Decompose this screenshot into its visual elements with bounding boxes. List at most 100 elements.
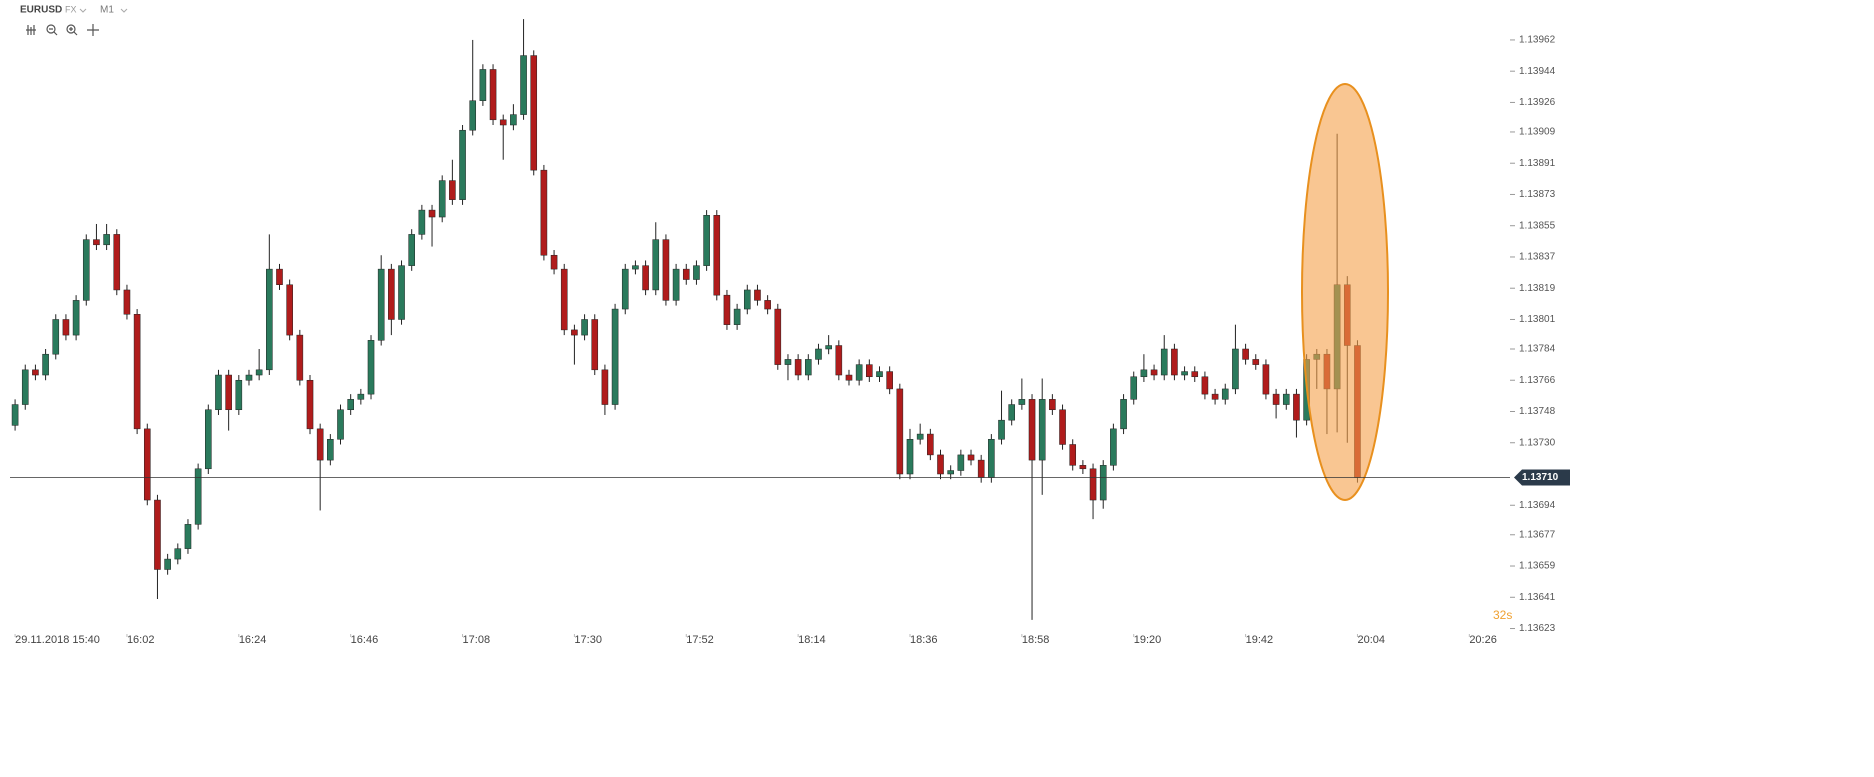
candle-body [388,268,395,320]
y-tick-label: 1.13659 [1519,561,1556,572]
candle-body [306,379,314,430]
x-tick-label: 19:20 [1134,634,1162,646]
candle-body [266,268,273,371]
candle-body [52,319,60,355]
candle-body [143,428,151,501]
candle-body [1099,465,1107,501]
candle-body [1160,348,1168,376]
candle-body [42,353,49,376]
candle-body [855,364,863,381]
indicators-icon[interactable] [26,25,36,35]
plot-area [11,19,1361,620]
candle-body [1181,371,1188,376]
candle-body [805,359,812,376]
dropdown-caret[interactable] [79,8,87,13]
candle-body [713,215,721,296]
candle-body [1221,388,1229,400]
candle-body [479,69,487,101]
y-tick-label: 1.13694 [1519,500,1556,511]
candle-body [642,265,649,291]
candle-body [499,119,507,126]
candle-body [693,265,700,280]
candle-body [418,209,426,235]
candle-body [154,499,161,570]
candle-body [794,359,802,376]
candle-body [1272,393,1280,405]
y-tick-label: 1.13730 [1519,437,1556,448]
candle-body [32,369,39,376]
x-tick-label: 17:52 [686,634,714,646]
y-tick-label: 1.13944 [1519,66,1556,77]
candle-body [866,364,873,378]
candle-body [276,268,283,285]
x-tick-label: 18:36 [910,634,938,646]
candle-body [93,239,100,246]
candle-body [1242,348,1249,360]
candle-body [581,319,588,336]
chart: EURUSD FX M1 32s 1.13962 1.13944 1.13926 1.… [10,4,1570,646]
candle-body [184,524,192,549]
candle-body [1252,359,1260,365]
candle-body [825,345,832,350]
timeframe[interactable]: M1 [100,5,114,16]
candle-body [1038,399,1046,461]
candle-body [1211,393,1219,400]
candle-body [601,369,609,405]
candle-body [764,300,771,310]
candle-body [357,393,365,400]
dropdown-caret[interactable] [120,8,128,13]
candle-body [845,374,853,381]
candle-body [1262,364,1270,395]
candle-body [62,319,70,336]
candle-body [988,439,995,478]
candle-body [530,55,538,171]
countdown: 32s [1493,608,1512,622]
candle-body [815,348,822,360]
candle-body [11,404,19,426]
current-price-tag [1514,469,1570,486]
y-tick-label: 1.13641 [1519,592,1556,603]
crosshair-icon[interactable] [87,24,99,36]
candle-body [1191,371,1199,378]
candle-body [835,345,843,376]
candle-body [1293,393,1300,421]
candle-body [1110,428,1117,466]
candle-body [428,209,436,218]
market[interactable]: FX [65,4,77,14]
candle-body [398,265,405,320]
candle-body [133,314,141,430]
candle-body [1059,409,1066,445]
candle-body [876,371,883,378]
candle-body [1140,369,1148,378]
y-tick-label: 1.13748 [1519,406,1556,417]
y-tick-label: 1.13784 [1519,344,1556,355]
candle-body [235,379,243,411]
candle-body [1130,376,1138,400]
candle-body [164,558,171,570]
symbol[interactable]: EURUSD [20,5,62,16]
candle-body [316,428,324,461]
candle-body [886,371,893,390]
y-tick-label: 1.13962 [1519,35,1556,46]
x-tick-label: 17:08 [463,634,491,646]
y-tick-label: 1.13623 [1519,623,1556,634]
y-tick-label: 1.13855 [1519,220,1556,231]
candle-body [510,114,517,126]
candle-body [205,409,212,470]
candle-body [1232,348,1239,390]
candle-body [774,308,782,365]
zoom-in-icon[interactable] [66,24,76,34]
zoom-out-icon[interactable] [46,24,56,34]
candle-body [296,334,304,381]
x-tick-label: 29.11.2018 15:40 [15,634,100,646]
candle-body [652,239,660,291]
candle-body [225,374,232,411]
candle-body [489,69,497,121]
candle-body [459,129,466,200]
candle-body [947,470,954,475]
toolbar [26,24,99,36]
candle-body [937,454,944,475]
candle-body [957,454,965,471]
candle-body [1150,369,1158,376]
y-tick-label: 1.13837 [1519,252,1556,263]
